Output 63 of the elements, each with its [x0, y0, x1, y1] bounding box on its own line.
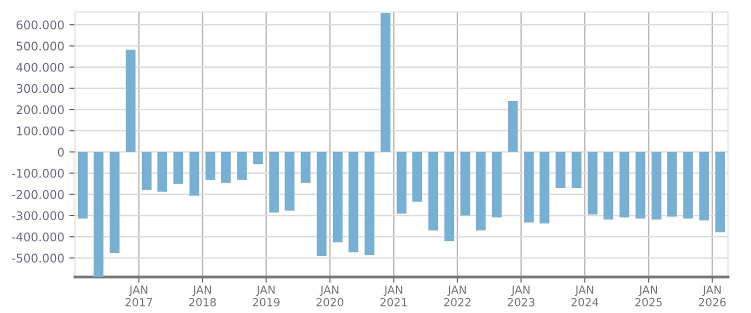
- bar: [300, 152, 310, 183]
- x-tick-label: JAN 2026: [698, 286, 726, 306]
- bar: [524, 152, 534, 223]
- bar: [412, 152, 422, 202]
- x-tick-label: JAN 2020: [316, 286, 344, 306]
- bar: [157, 152, 168, 192]
- bar: [78, 152, 88, 218]
- bar: [620, 152, 630, 218]
- x-tick-label: JAN 2025: [635, 286, 662, 306]
- bar: [221, 152, 231, 183]
- y-tick-label: 400.000: [16, 62, 64, 72]
- bar: [396, 152, 406, 214]
- bar: [699, 152, 709, 220]
- bar: [715, 152, 726, 232]
- bar: [126, 50, 136, 152]
- bar: [269, 152, 279, 213]
- bar: [364, 152, 374, 256]
- bar: [94, 152, 104, 277]
- y-tick-label: 100.000: [17, 126, 64, 136]
- x-tick-label: JAN 2022: [444, 286, 470, 306]
- bar: [508, 101, 518, 152]
- bar: [253, 152, 263, 164]
- x-tick-label: JAN 2023: [508, 286, 534, 306]
- bar: [588, 152, 598, 214]
- bar: [492, 152, 502, 218]
- bar: [316, 152, 327, 256]
- y-tick-label: 300.000: [16, 84, 64, 93]
- bar: [110, 152, 120, 254]
- bar: [460, 152, 470, 216]
- y-tick-label: -500.000: [12, 254, 64, 263]
- bar: [173, 152, 184, 184]
- y-tick-label: -400.000: [12, 232, 64, 242]
- bar: [206, 152, 216, 180]
- y-tick-label: -300.000: [12, 211, 64, 220]
- bar: [636, 152, 646, 218]
- x-tick-label: JAN 2021: [380, 286, 407, 306]
- y-tick-label: 200.000: [16, 105, 64, 114]
- bar: [380, 13, 390, 152]
- bar: [652, 152, 662, 220]
- y-tick-label: 600.000: [16, 20, 64, 30]
- bar: [348, 152, 358, 252]
- bar: [683, 152, 693, 218]
- y-tick-label: 500.000: [16, 42, 64, 51]
- x-tick-label: JAN 2024: [571, 286, 598, 306]
- bar: [142, 152, 152, 190]
- bar: [603, 152, 614, 220]
- bar: [284, 152, 294, 211]
- bar: [476, 152, 486, 230]
- bar: [189, 152, 200, 196]
- x-tick-label: JAN 2017: [126, 286, 152, 306]
- bar: [556, 152, 566, 188]
- y-tick-label: -100.000: [12, 168, 64, 178]
- bar: [667, 152, 677, 217]
- bar: [572, 152, 582, 188]
- x-tick-label: JAN 2019: [252, 286, 280, 306]
- y-tick-label: -200.000: [12, 190, 64, 199]
- bar: [444, 152, 454, 242]
- bar: [428, 152, 438, 230]
- y-tick-label: 0: [58, 148, 64, 157]
- bar: [540, 152, 550, 224]
- bar: [237, 152, 247, 180]
- x-tick-label: JAN 2018: [189, 286, 216, 306]
- bar: [332, 152, 343, 242]
